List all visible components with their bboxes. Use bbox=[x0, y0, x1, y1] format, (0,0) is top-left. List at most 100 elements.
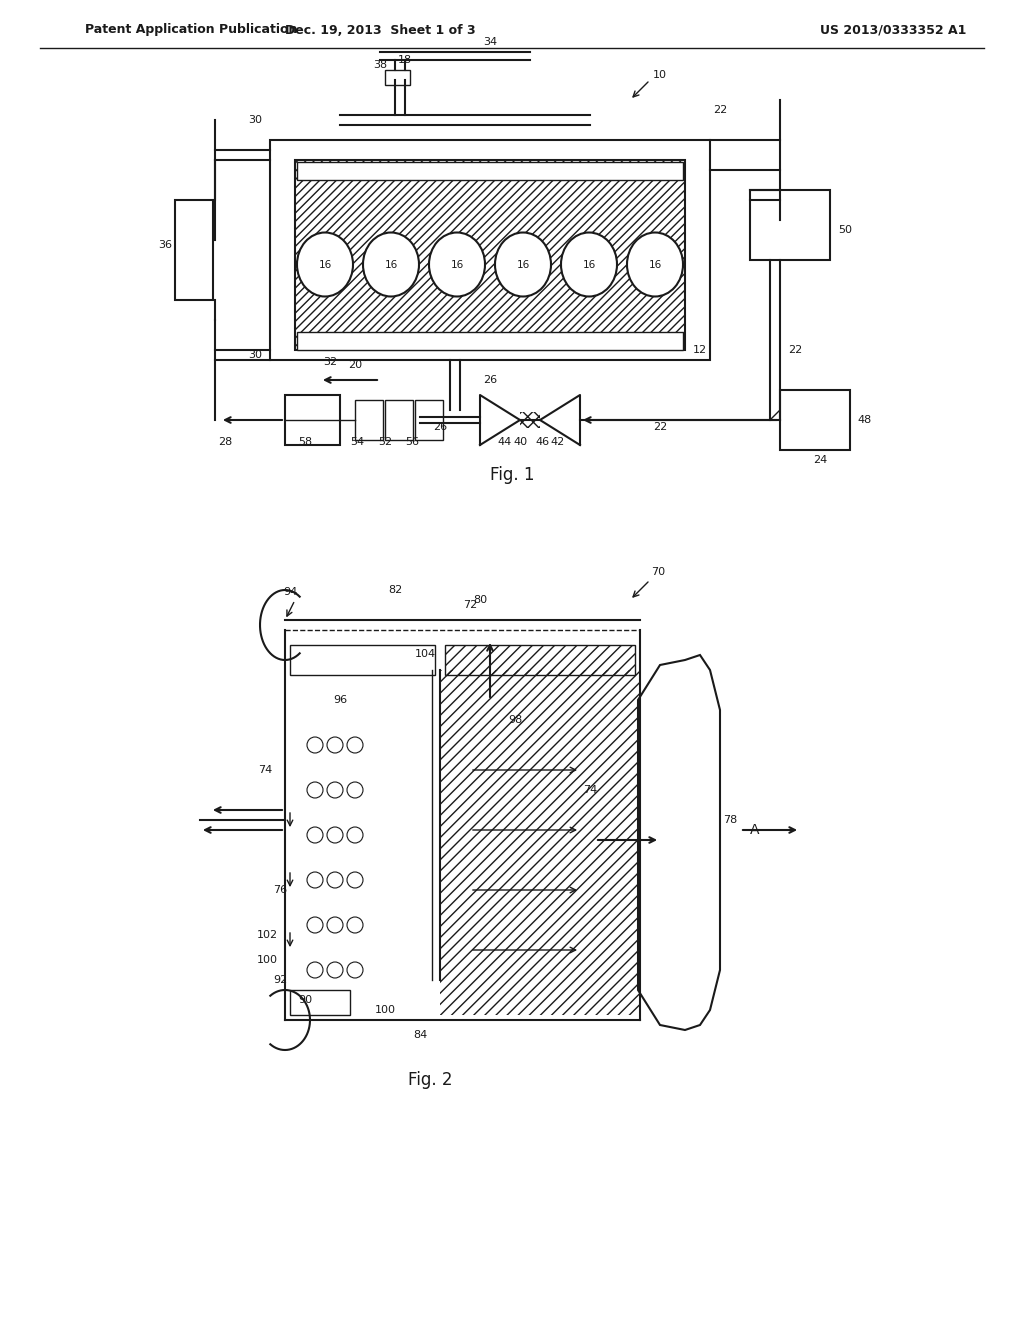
Circle shape bbox=[347, 873, 362, 888]
Bar bbox=[750, 190, 830, 260]
Circle shape bbox=[327, 962, 343, 978]
Text: 46: 46 bbox=[535, 437, 549, 447]
Text: 16: 16 bbox=[451, 260, 464, 269]
Text: 20: 20 bbox=[348, 360, 362, 370]
Bar bbox=[290, 645, 435, 675]
Text: 54: 54 bbox=[350, 437, 365, 447]
Text: 76: 76 bbox=[273, 884, 287, 895]
Text: 32: 32 bbox=[323, 356, 337, 367]
Bar bbox=[285, 395, 340, 445]
Text: 98: 98 bbox=[508, 715, 522, 725]
Ellipse shape bbox=[362, 232, 419, 297]
Bar bbox=[270, 140, 710, 360]
Text: 42: 42 bbox=[551, 437, 565, 447]
Circle shape bbox=[307, 917, 323, 933]
Text: 28: 28 bbox=[218, 437, 232, 447]
Text: 82: 82 bbox=[388, 585, 402, 595]
Bar bbox=[445, 645, 635, 675]
Text: 10: 10 bbox=[653, 70, 667, 81]
Text: 100: 100 bbox=[256, 954, 278, 965]
Bar bbox=[415, 400, 443, 440]
Bar bbox=[297, 333, 683, 350]
Bar bbox=[295, 160, 685, 350]
Text: 90: 90 bbox=[298, 995, 312, 1005]
Text: 92: 92 bbox=[272, 975, 287, 985]
Text: Fig. 2: Fig. 2 bbox=[408, 1071, 453, 1089]
Text: 16: 16 bbox=[516, 260, 529, 269]
Text: Dec. 19, 2013  Sheet 1 of 3: Dec. 19, 2013 Sheet 1 of 3 bbox=[285, 24, 475, 37]
Text: 16: 16 bbox=[583, 260, 596, 269]
Circle shape bbox=[347, 828, 362, 843]
Text: Fig. 1: Fig. 1 bbox=[489, 466, 535, 484]
Text: 56: 56 bbox=[406, 437, 419, 447]
Bar bbox=[175, 201, 213, 300]
Text: 22: 22 bbox=[787, 345, 802, 355]
Bar bbox=[295, 160, 685, 350]
Text: 72: 72 bbox=[463, 601, 477, 610]
Text: 94: 94 bbox=[283, 587, 297, 597]
Text: 40: 40 bbox=[513, 437, 527, 447]
Circle shape bbox=[327, 781, 343, 799]
Text: 96: 96 bbox=[333, 696, 347, 705]
Text: 24: 24 bbox=[813, 455, 827, 465]
Text: 74: 74 bbox=[583, 785, 597, 795]
Ellipse shape bbox=[297, 232, 353, 297]
Ellipse shape bbox=[561, 232, 617, 297]
Text: Patent Application Publication: Patent Application Publication bbox=[85, 24, 297, 37]
Text: 48: 48 bbox=[858, 414, 872, 425]
Text: 22: 22 bbox=[713, 106, 727, 115]
Text: 80: 80 bbox=[473, 595, 487, 605]
Text: 84: 84 bbox=[413, 1030, 427, 1040]
Text: 22: 22 bbox=[653, 422, 667, 432]
Text: 38: 38 bbox=[373, 59, 387, 70]
Text: 16: 16 bbox=[648, 260, 662, 269]
Circle shape bbox=[307, 737, 323, 752]
Text: US 2013/0333352 A1: US 2013/0333352 A1 bbox=[820, 24, 967, 37]
Text: 26: 26 bbox=[433, 422, 447, 432]
Circle shape bbox=[307, 962, 323, 978]
Ellipse shape bbox=[495, 232, 551, 297]
Text: 34: 34 bbox=[483, 37, 497, 48]
Bar bbox=[385, 70, 410, 84]
Text: 100: 100 bbox=[375, 1005, 395, 1015]
Text: 26: 26 bbox=[483, 375, 497, 385]
Ellipse shape bbox=[429, 232, 485, 297]
Circle shape bbox=[347, 781, 362, 799]
Text: 36: 36 bbox=[158, 240, 172, 249]
Text: 74: 74 bbox=[258, 766, 272, 775]
Bar bbox=[385, 400, 413, 440]
Text: 70: 70 bbox=[651, 568, 665, 577]
Text: A: A bbox=[751, 822, 760, 837]
Text: 78: 78 bbox=[723, 814, 737, 825]
Text: 58: 58 bbox=[298, 437, 312, 447]
Bar bbox=[780, 389, 850, 450]
Circle shape bbox=[347, 962, 362, 978]
Circle shape bbox=[327, 917, 343, 933]
Circle shape bbox=[307, 828, 323, 843]
Circle shape bbox=[307, 873, 323, 888]
Bar bbox=[297, 162, 683, 180]
Text: 16: 16 bbox=[384, 260, 397, 269]
Text: 18: 18 bbox=[398, 55, 412, 65]
Text: 52: 52 bbox=[378, 437, 392, 447]
Bar bbox=[290, 990, 350, 1015]
Text: 16: 16 bbox=[318, 260, 332, 269]
Bar bbox=[355, 400, 383, 440]
Text: 50: 50 bbox=[838, 224, 852, 235]
Text: 44: 44 bbox=[498, 437, 512, 447]
Circle shape bbox=[327, 873, 343, 888]
Circle shape bbox=[347, 737, 362, 752]
Circle shape bbox=[307, 781, 323, 799]
Text: 30: 30 bbox=[248, 350, 262, 360]
Circle shape bbox=[347, 917, 362, 933]
Text: 12: 12 bbox=[693, 345, 707, 355]
Text: 102: 102 bbox=[256, 931, 278, 940]
Text: 30: 30 bbox=[248, 115, 262, 125]
Bar bbox=[520, 412, 540, 428]
Polygon shape bbox=[638, 655, 720, 1030]
Circle shape bbox=[327, 828, 343, 843]
Circle shape bbox=[327, 737, 343, 752]
Text: 104: 104 bbox=[415, 649, 435, 659]
Bar bbox=[440, 671, 640, 1015]
Ellipse shape bbox=[627, 232, 683, 297]
